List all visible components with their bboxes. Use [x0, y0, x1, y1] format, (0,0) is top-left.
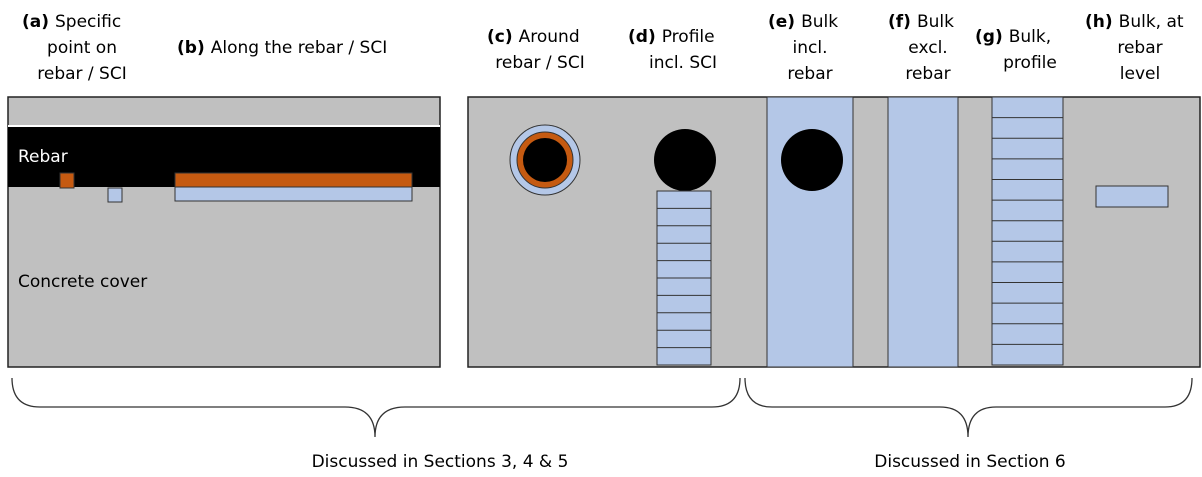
label-letter: (c) [487, 27, 513, 47]
cover-label: Concrete cover [18, 272, 147, 292]
label-line: profile [1003, 53, 1057, 73]
label-line: (c) Around [487, 27, 580, 47]
bracket-label: Discussed in Section 6 [874, 452, 1065, 472]
label-line: rebar [787, 64, 832, 84]
label-line: (b) Along the rebar / SCI [177, 38, 387, 58]
rebar [523, 138, 567, 182]
label-letter: (h) [1085, 12, 1113, 32]
bracket-label: Discussed in Sections 3, 4 & 5 [312, 452, 569, 472]
label-text: Bulk, [1009, 27, 1051, 47]
label-line: incl. SCI [649, 53, 717, 73]
rebar [654, 129, 716, 191]
label-line: (g) Bulk, [975, 27, 1051, 47]
label-line: (e) Bulk [768, 12, 838, 32]
along-sci [174, 186, 413, 202]
label-line: (h) Bulk, at [1085, 12, 1184, 32]
brace [11, 377, 741, 438]
bulk-excl [887, 96, 959, 368]
label-text: Bulk [801, 12, 838, 32]
label-line: (f) Bulk [888, 12, 954, 32]
label-line: rebar [1117, 38, 1162, 58]
label-line: rebar / SCI [495, 53, 584, 73]
label-text: Bulk, at [1119, 12, 1184, 32]
label-letter: (g) [975, 27, 1003, 47]
label-letter: (d) [628, 27, 656, 47]
label-letter: (b) [177, 38, 205, 58]
label-line: rebar [905, 64, 950, 84]
profile-d [656, 190, 712, 366]
ladder-frame [991, 96, 1064, 366]
label-line: excl. [908, 38, 947, 58]
along-rebar [174, 172, 413, 188]
label-line: (a) Specific [22, 12, 121, 32]
rebar-label: Rebar [18, 147, 68, 167]
label-text: Along the rebar / SCI [211, 38, 388, 58]
bulk-level [1095, 185, 1169, 208]
point-sci [107, 187, 123, 203]
label-line: level [1120, 64, 1160, 84]
label-letter: (f) [888, 12, 911, 32]
label-text: Profile [662, 27, 715, 47]
label-text: Specific [55, 12, 121, 32]
point-rebar [59, 172, 75, 189]
label-letter: (e) [768, 12, 795, 32]
label-line: rebar / SCI [37, 64, 126, 84]
label-text: Bulk [917, 12, 954, 32]
label-line: point on [47, 38, 117, 58]
label-line: incl. [793, 38, 828, 58]
label-letter: (a) [22, 12, 49, 32]
brace [744, 377, 1193, 438]
profile-g [991, 96, 1064, 366]
rebar [781, 129, 843, 191]
label-text: Around [519, 27, 580, 47]
label-line: (d) Profile [628, 27, 715, 47]
